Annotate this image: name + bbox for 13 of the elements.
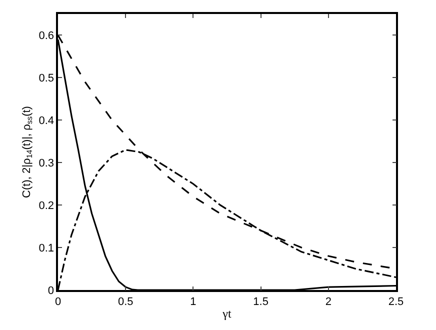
x-axis-title: γt xyxy=(222,306,232,320)
x-tick-label: 1.5 xyxy=(253,296,268,308)
y-tick-label: 0.5 xyxy=(38,72,54,85)
y-tick-label: 0.4 xyxy=(38,115,54,127)
x-tick-label: 2 xyxy=(325,296,332,308)
y-tick-label: 0.6 xyxy=(38,30,54,42)
y-tick-label: 0 xyxy=(48,284,54,297)
y-tick-label: 0.1 xyxy=(38,242,54,254)
x-tick-label: 1 xyxy=(190,296,196,308)
y-tick-label: 0.3 xyxy=(38,157,54,170)
y-tick-label: 0.2 xyxy=(38,200,54,212)
x-tick-label: 2.5 xyxy=(388,296,404,308)
x-tick-label: 0.5 xyxy=(118,296,134,308)
